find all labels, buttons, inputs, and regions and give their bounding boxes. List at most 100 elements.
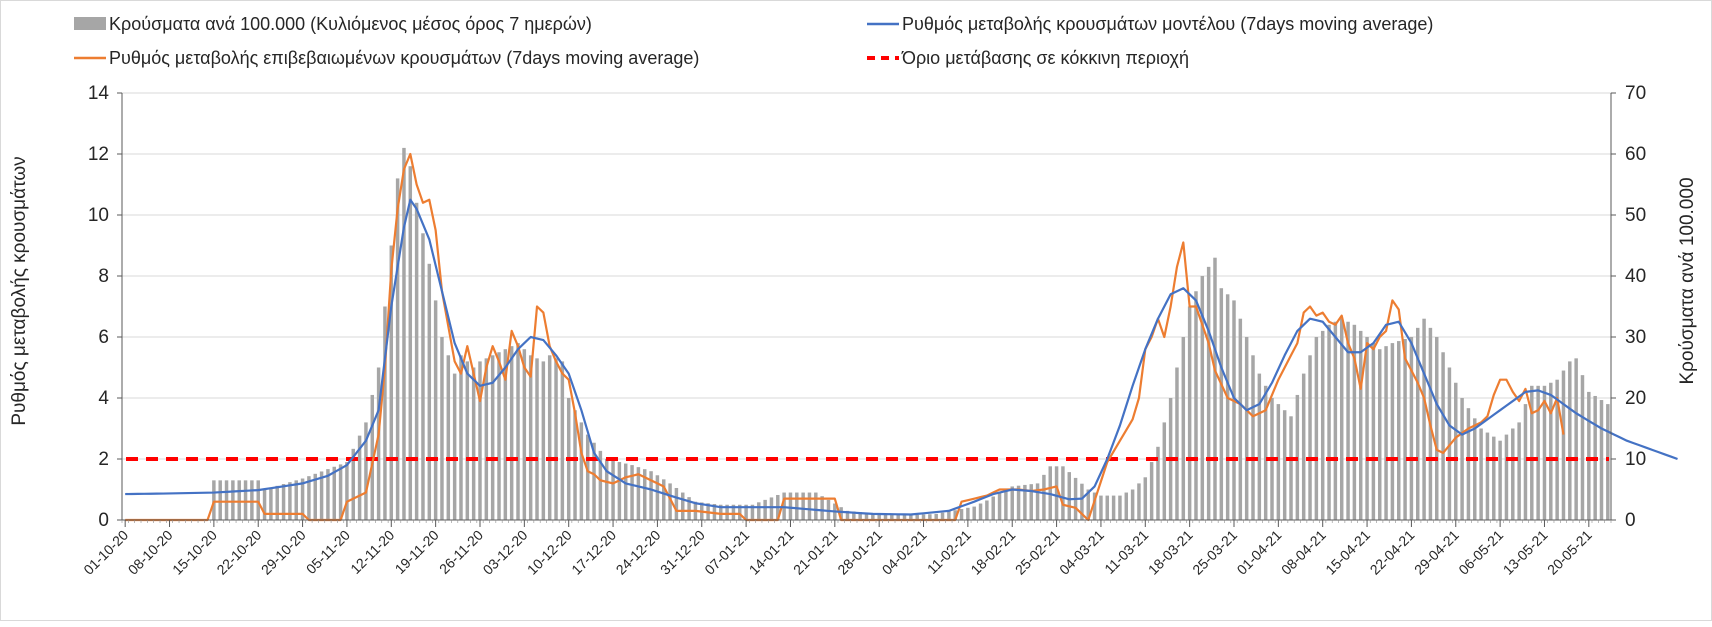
right-axis-title: Κρούσματα ανά 100.000 bbox=[1677, 177, 1698, 384]
right-tick-label: 0 bbox=[1625, 510, 1636, 531]
bar bbox=[630, 465, 634, 520]
bar bbox=[763, 499, 767, 520]
bar bbox=[1542, 385, 1547, 520]
legend-label-confirmed: Ρυθμός μεταβολής επιβεβαιωμένων κρουσμάτ… bbox=[109, 48, 699, 68]
bar bbox=[617, 462, 622, 520]
bar bbox=[490, 355, 495, 520]
bar bbox=[757, 502, 761, 520]
bar bbox=[991, 496, 995, 520]
bar bbox=[1004, 489, 1008, 520]
x-tick-label: 25-02-21 bbox=[1012, 527, 1063, 578]
x-tick-label: 26-11-20 bbox=[436, 527, 486, 577]
bar bbox=[1466, 408, 1471, 520]
bar bbox=[389, 245, 394, 520]
bar bbox=[408, 166, 413, 520]
bar bbox=[471, 367, 476, 520]
bar bbox=[345, 462, 349, 520]
bar bbox=[1105, 495, 1110, 520]
bar bbox=[1320, 330, 1325, 520]
x-tick-label: 17-12-20 bbox=[568, 527, 619, 578]
bar bbox=[1549, 382, 1553, 520]
bar bbox=[522, 349, 527, 520]
bar bbox=[1232, 300, 1236, 520]
left-axis-ticks: 0 2 4 6 8 10 12 14 bbox=[88, 83, 122, 531]
bar bbox=[1023, 484, 1027, 520]
bar bbox=[262, 489, 267, 520]
bar bbox=[592, 442, 596, 520]
legend-entry-model: Ρυθμός μεταβολής κρουσμάτων μοντέλου (7d… bbox=[867, 14, 1433, 34]
bar bbox=[433, 300, 438, 520]
bar bbox=[934, 513, 938, 520]
bar bbox=[357, 435, 362, 520]
bar bbox=[256, 480, 260, 520]
bar bbox=[871, 513, 875, 520]
bar bbox=[281, 484, 286, 520]
bar bbox=[288, 482, 292, 520]
bar bbox=[890, 514, 894, 520]
bar bbox=[1149, 462, 1154, 520]
bar bbox=[1118, 495, 1122, 520]
bar bbox=[275, 485, 279, 520]
bar bbox=[814, 492, 818, 520]
bar bbox=[1606, 404, 1610, 520]
bar bbox=[383, 306, 387, 520]
bar bbox=[212, 480, 216, 520]
bar bbox=[1244, 337, 1249, 520]
x-tick-label: 15-10-20 bbox=[169, 527, 220, 578]
bar bbox=[427, 263, 432, 520]
x-tick-label: 08-04-21 bbox=[1278, 527, 1329, 578]
bar bbox=[1162, 422, 1167, 520]
bar bbox=[1238, 318, 1243, 520]
bar bbox=[947, 511, 951, 520]
bar bbox=[712, 503, 717, 520]
bar bbox=[307, 476, 311, 520]
x-tick-label: 29-10-20 bbox=[258, 527, 309, 578]
bar bbox=[902, 514, 907, 520]
bar bbox=[1492, 436, 1496, 520]
bar bbox=[231, 480, 235, 520]
bar bbox=[738, 504, 742, 520]
x-tick-label: 01-04-21 bbox=[1234, 527, 1285, 578]
bar bbox=[484, 358, 489, 520]
bar bbox=[795, 492, 799, 520]
bar bbox=[478, 361, 482, 520]
x-tick-label: 03-12-20 bbox=[480, 527, 531, 578]
bar bbox=[1029, 484, 1033, 520]
x-tick-label: 11-02-21 bbox=[924, 527, 974, 577]
bar bbox=[909, 515, 913, 520]
bar bbox=[376, 367, 381, 520]
bar bbox=[313, 473, 317, 520]
bar bbox=[1574, 358, 1578, 520]
bar bbox=[921, 514, 926, 520]
bar bbox=[1377, 349, 1382, 520]
left-axis-title: Ρυθμός μεταβολής κρουσμάτων bbox=[9, 156, 30, 425]
bar bbox=[414, 202, 419, 521]
x-tick-label: 21-01-21 bbox=[790, 527, 841, 578]
bar bbox=[1339, 318, 1344, 520]
legend-entry-bars: Κρούσματα ανά 100.000 (Κυλιόμενος μέσος … bbox=[74, 14, 592, 34]
bar bbox=[668, 483, 672, 520]
bar bbox=[636, 467, 641, 520]
bar bbox=[573, 410, 577, 520]
bar bbox=[1187, 306, 1192, 520]
bar bbox=[1080, 483, 1084, 520]
bar bbox=[1181, 337, 1186, 520]
bar bbox=[731, 504, 736, 520]
bar bbox=[1333, 321, 1338, 520]
bar bbox=[604, 459, 609, 520]
bar bbox=[1416, 327, 1420, 520]
bar bbox=[769, 497, 774, 520]
bar bbox=[1308, 355, 1312, 520]
bar bbox=[1530, 385, 1534, 520]
bar bbox=[674, 487, 679, 520]
right-tick-label: 20 bbox=[1625, 388, 1646, 409]
bar bbox=[1384, 346, 1388, 520]
bar bbox=[535, 358, 539, 520]
x-tick-label: 08-10-20 bbox=[125, 527, 176, 578]
bar bbox=[611, 460, 615, 520]
x-tick-label: 18-03-21 bbox=[1145, 527, 1196, 578]
bar bbox=[1219, 288, 1224, 520]
bar bbox=[421, 233, 425, 521]
bar bbox=[338, 464, 343, 520]
